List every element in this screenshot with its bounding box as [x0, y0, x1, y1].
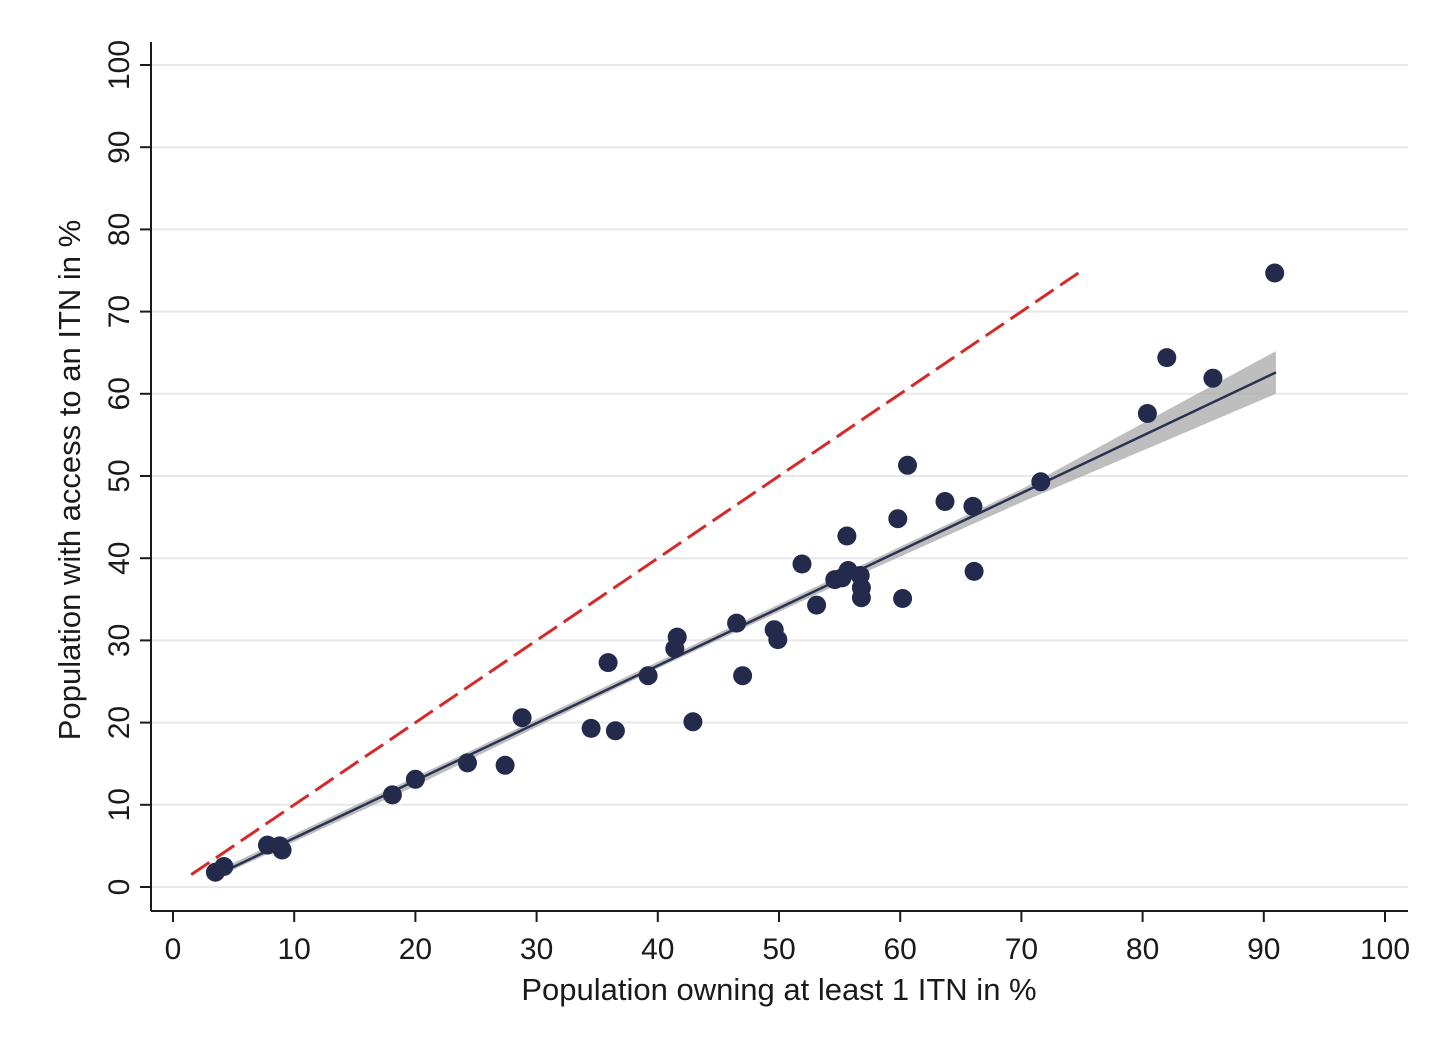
- y-tick-label: 90: [103, 131, 136, 164]
- data-point: [512, 708, 532, 728]
- y-tick-label: 40: [103, 542, 136, 575]
- reference-line-group: [190, 269, 1083, 876]
- axes: [140, 42, 1408, 922]
- x-tick-label: 30: [520, 933, 553, 966]
- data-point: [733, 666, 753, 686]
- y-tick-label: 0: [103, 879, 136, 896]
- x-tick-label: 40: [641, 933, 674, 966]
- y-tick-label: 50: [103, 459, 136, 492]
- data-point: [964, 561, 984, 581]
- data-point: [1031, 472, 1051, 492]
- data-point: [458, 753, 477, 773]
- data-point: [382, 785, 402, 805]
- data-point: [495, 755, 515, 775]
- x-axis-title: Population owning at least 1 ITN in %: [521, 972, 1036, 1007]
- data-point: [667, 627, 687, 647]
- data-point: [214, 857, 234, 876]
- tick-labels: 0 10 20 30 40 50 60 70 80 90 100 0 10 20 30 40 50 60 70 80 9…: [103, 40, 1410, 966]
- data-point: [272, 840, 292, 860]
- reference-line: [190, 269, 1083, 876]
- x-tick-label: 10: [278, 933, 311, 966]
- y-axis-title: Population with access to an ITN in %: [52, 220, 87, 740]
- y-tick-label: 10: [103, 788, 136, 821]
- x-tick-label: 70: [1005, 933, 1038, 966]
- y-tick-label: 60: [103, 377, 136, 410]
- data-point: [605, 721, 625, 741]
- x-tick-label: 100: [1360, 933, 1410, 966]
- data-point: [727, 613, 747, 633]
- data-point: [963, 496, 983, 516]
- data-point: [893, 589, 913, 608]
- x-tick-label: 20: [399, 933, 432, 966]
- data-point: [898, 455, 917, 475]
- data-point: [1157, 348, 1177, 368]
- y-tick-label: 30: [103, 624, 136, 657]
- x-tick-label: 80: [1126, 933, 1159, 966]
- data-point: [1137, 404, 1157, 423]
- x-tick-label: 60: [884, 933, 917, 966]
- x-tick-label: 90: [1247, 933, 1280, 966]
- data-point: [807, 595, 827, 615]
- data-point: [888, 509, 908, 529]
- x-tick-label: 0: [165, 933, 182, 966]
- data-point: [837, 526, 857, 546]
- data-point: [851, 588, 871, 608]
- x-tick-label: 50: [762, 933, 795, 966]
- data-point: [768, 630, 788, 650]
- data-point: [638, 666, 658, 686]
- data-point: [1203, 368, 1223, 388]
- y-tick-label: 20: [103, 706, 136, 739]
- data-point: [935, 492, 955, 511]
- data-points: [205, 263, 1285, 882]
- data-point: [598, 653, 618, 673]
- confidence-band: [215, 351, 1276, 879]
- data-point: [792, 554, 812, 574]
- y-tick-label: 100: [103, 40, 136, 90]
- confidence-band-group: [215, 351, 1276, 879]
- data-point: [581, 718, 601, 738]
- y-tick-label: 80: [103, 213, 136, 246]
- data-point: [405, 769, 425, 789]
- data-point: [683, 712, 703, 732]
- data-point: [1265, 263, 1285, 283]
- y-tick-label: 70: [103, 295, 136, 328]
